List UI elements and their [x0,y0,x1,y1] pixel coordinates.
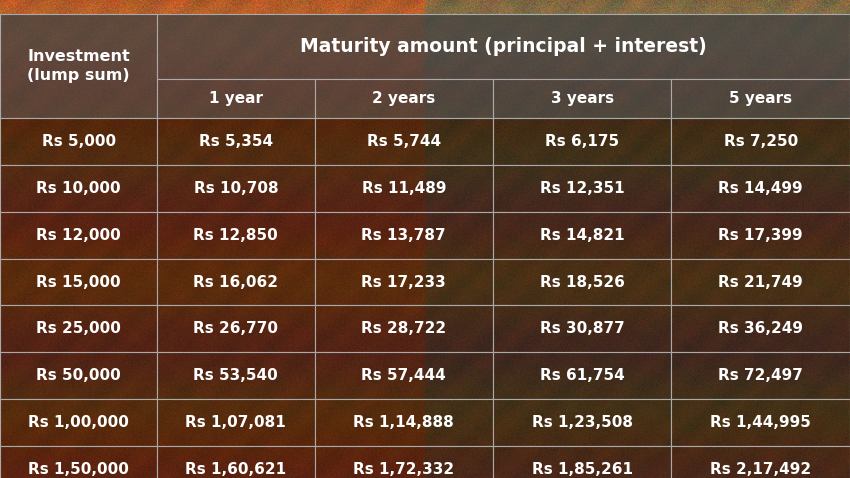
Text: Rs 13,787: Rs 13,787 [361,228,446,243]
Text: 2 years: 2 years [372,91,435,106]
Bar [314,165,493,212]
Bar [314,79,493,118]
Bar [157,352,314,399]
Bar [0,305,157,352]
Bar [314,118,493,165]
Text: 1 year: 1 year [209,91,263,106]
Bar [493,446,672,478]
Bar [157,165,314,212]
Bar [314,305,493,352]
Text: Rs 14,499: Rs 14,499 [718,181,803,196]
Bar [157,399,314,446]
Bar [672,259,850,305]
Text: Rs 57,444: Rs 57,444 [361,368,446,383]
Text: Rs 14,821: Rs 14,821 [540,228,625,243]
Text: Rs 7,250: Rs 7,250 [723,134,798,149]
Bar [672,165,850,212]
Text: Maturity amount (principal + interest): Maturity amount (principal + interest) [300,37,707,56]
Text: Rs 17,233: Rs 17,233 [361,274,446,290]
Bar [672,212,850,259]
Text: Rs 1,85,261: Rs 1,85,261 [532,462,632,477]
Bar [493,79,672,118]
Text: Rs 12,000: Rs 12,000 [37,228,121,243]
Bar [157,212,314,259]
Text: Rs 18,526: Rs 18,526 [540,274,625,290]
Text: Rs 6,175: Rs 6,175 [545,134,620,149]
Text: Investment
(lump sum): Investment (lump sum) [27,49,130,83]
Bar [493,259,672,305]
Text: Rs 36,249: Rs 36,249 [718,321,803,337]
Text: Rs 12,850: Rs 12,850 [194,228,278,243]
Text: 3 years: 3 years [551,91,614,106]
Bar [0,352,157,399]
Text: Rs 1,23,508: Rs 1,23,508 [532,415,632,430]
Text: Rs 12,351: Rs 12,351 [540,181,625,196]
Text: Rs 5,354: Rs 5,354 [199,134,273,149]
Text: Rs 1,50,000: Rs 1,50,000 [28,462,129,477]
Bar [493,399,672,446]
Text: Rs 17,399: Rs 17,399 [718,228,803,243]
Text: Rs 1,14,888: Rs 1,14,888 [354,415,454,430]
Bar [157,79,314,118]
Text: Rs 50,000: Rs 50,000 [37,368,121,383]
Bar [672,79,850,118]
Bar [314,212,493,259]
Bar [157,14,850,79]
Bar [672,305,850,352]
Bar [314,352,493,399]
Text: Rs 21,749: Rs 21,749 [718,274,803,290]
Bar [672,399,850,446]
Bar [493,352,672,399]
Bar [157,259,314,305]
Bar [672,446,850,478]
Text: Rs 72,497: Rs 72,497 [718,368,803,383]
Bar [314,446,493,478]
Bar [0,446,157,478]
Bar [493,305,672,352]
Text: Rs 15,000: Rs 15,000 [37,274,121,290]
Bar [314,259,493,305]
Text: Rs 5,000: Rs 5,000 [42,134,116,149]
Text: Rs 1,72,332: Rs 1,72,332 [354,462,454,477]
Text: Rs 11,489: Rs 11,489 [361,181,446,196]
Bar [314,399,493,446]
Text: Rs 1,44,995: Rs 1,44,995 [711,415,811,430]
Text: Rs 10,708: Rs 10,708 [194,181,278,196]
Text: Rs 10,000: Rs 10,000 [37,181,121,196]
Text: Rs 61,754: Rs 61,754 [540,368,625,383]
Bar [0,14,157,118]
Text: Rs 25,000: Rs 25,000 [37,321,121,337]
Text: 5 years: 5 years [729,91,792,106]
Bar [672,118,850,165]
Bar [493,165,672,212]
Bar [672,352,850,399]
Bar [493,212,672,259]
Bar [157,118,314,165]
Bar [0,259,157,305]
Text: Rs 30,877: Rs 30,877 [540,321,625,337]
Text: Rs 16,062: Rs 16,062 [193,274,278,290]
Text: Rs 1,00,000: Rs 1,00,000 [28,415,129,430]
Text: Rs 1,07,081: Rs 1,07,081 [185,415,286,430]
Bar [0,399,157,446]
Bar [157,305,314,352]
Bar [0,165,157,212]
Text: Rs 5,744: Rs 5,744 [366,134,441,149]
Bar [493,118,672,165]
Text: Rs 2,17,492: Rs 2,17,492 [711,462,811,477]
Text: Rs 1,60,621: Rs 1,60,621 [185,462,286,477]
Text: Rs 53,540: Rs 53,540 [194,368,278,383]
Bar [0,118,157,165]
Text: Rs 26,770: Rs 26,770 [193,321,278,337]
Bar [157,446,314,478]
Bar [0,212,157,259]
Text: Rs 28,722: Rs 28,722 [361,321,446,337]
